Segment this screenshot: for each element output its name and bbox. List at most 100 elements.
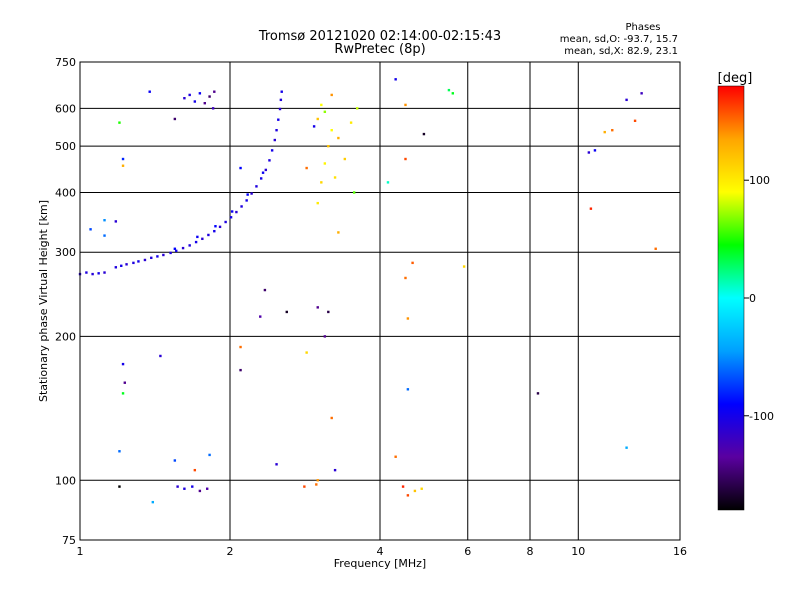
y-tick-label: 600 [55, 102, 76, 115]
data-point [235, 210, 238, 214]
data-point [312, 125, 316, 128]
data-point [406, 494, 410, 497]
data-point [176, 485, 179, 488]
data-point [183, 487, 186, 490]
data-point [305, 351, 308, 354]
data-point [103, 234, 106, 237]
data-point [239, 345, 242, 349]
data-point [211, 107, 215, 110]
data-point [103, 219, 106, 222]
data-point [625, 446, 628, 449]
data-point [191, 485, 194, 488]
data-point [121, 362, 125, 366]
data-point [401, 485, 405, 488]
data-point [404, 103, 407, 107]
data-point [103, 271, 106, 274]
data-point [123, 381, 126, 384]
data-point [536, 392, 540, 395]
data-point [386, 181, 390, 184]
data-point [411, 261, 414, 265]
legend-header: Phases [625, 22, 660, 33]
data-point [118, 485, 121, 488]
data-point [97, 272, 100, 275]
grid [80, 62, 680, 540]
data-point [270, 149, 274, 152]
data-point [132, 261, 135, 265]
data-point [193, 468, 197, 472]
data-point [323, 162, 327, 165]
data-point [213, 90, 216, 93]
data-point [118, 450, 121, 453]
x-tick-label: 6 [464, 545, 471, 558]
data-point [413, 489, 417, 493]
data-point [250, 192, 253, 195]
chart-title: Tromsø 20121020 02:14:00-02:15:43 [258, 29, 501, 44]
data-point [194, 240, 198, 244]
data-point [394, 78, 397, 81]
data-point [447, 88, 451, 92]
data-point [240, 205, 243, 208]
data-point [203, 101, 206, 105]
data-point [625, 98, 628, 102]
data-points [78, 78, 657, 504]
data-point [259, 315, 262, 318]
data-point [462, 265, 466, 268]
data-point [205, 487, 209, 490]
data-point [224, 220, 227, 224]
data-point [114, 220, 118, 223]
data-point [89, 228, 92, 231]
data-point [118, 121, 121, 124]
plot-frame [79, 61, 681, 541]
data-point [201, 237, 204, 241]
data-point [162, 253, 165, 257]
data-point [316, 117, 319, 121]
data-point [173, 117, 177, 121]
x-tick-label: 4 [377, 545, 384, 558]
data-point [404, 157, 407, 161]
y-tick-label: 75 [62, 534, 76, 547]
data-point [337, 231, 340, 234]
data-point [330, 416, 333, 420]
chart-subtitle: RwPretec (8p) [334, 42, 425, 57]
data-point [451, 92, 455, 95]
data-point [125, 263, 128, 266]
data-point [603, 130, 606, 134]
data-point [148, 90, 151, 93]
y-tick-label: 300 [55, 246, 76, 259]
data-point [207, 233, 210, 237]
data-point [159, 354, 162, 358]
data-point [279, 98, 283, 102]
colorbar-tick-label: 100 [749, 174, 770, 187]
legend-line-x: mean, sd,X: 82.9, 23.1 [564, 46, 678, 57]
data-point [654, 247, 657, 250]
data-point [263, 288, 267, 292]
data-point [593, 149, 597, 152]
data-point [259, 177, 263, 180]
data-point [422, 132, 426, 136]
data-point [333, 176, 337, 179]
data-point [114, 266, 118, 269]
data-point [355, 107, 359, 110]
data-point [303, 485, 306, 488]
data-point [611, 128, 614, 132]
data-point [230, 210, 234, 213]
data-point [261, 171, 265, 174]
y-tick-labels: 75 100 200 300 400 500 600 750 [55, 56, 76, 547]
data-point [214, 225, 217, 228]
y-tick-label: 500 [55, 140, 76, 153]
data-point [343, 157, 347, 161]
data-point [121, 157, 125, 161]
data-point [173, 459, 177, 462]
colorbar-label: [deg] [718, 71, 753, 86]
data-point [239, 368, 242, 372]
data-point [264, 168, 268, 172]
data-point [268, 159, 271, 162]
data-point [213, 229, 216, 233]
data-point [169, 251, 172, 255]
legend-line-o: mean, sd,O: -93.7, 15.7 [560, 34, 678, 45]
data-point [198, 92, 202, 95]
data-point [320, 103, 323, 107]
data-point [640, 92, 643, 95]
y-tick-label: 750 [55, 56, 76, 69]
